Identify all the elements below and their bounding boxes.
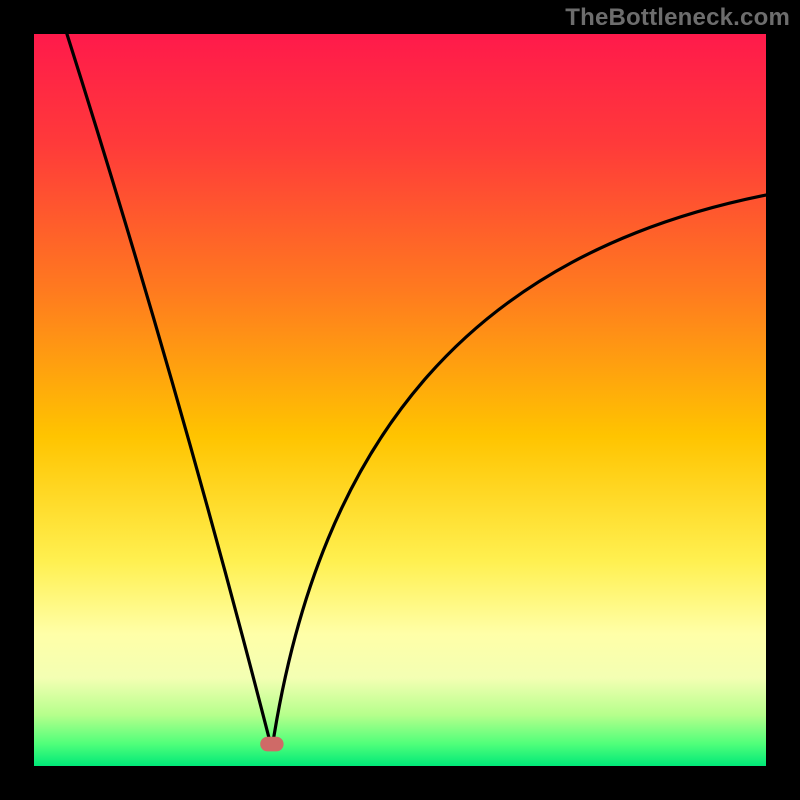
optimum-marker (260, 737, 283, 752)
bottleneck-curve-chart (0, 0, 800, 800)
chart-plot-area (34, 34, 766, 766)
watermark-text: TheBottleneck.com (565, 4, 790, 32)
chart-stage: TheBottleneck.com (0, 0, 800, 800)
